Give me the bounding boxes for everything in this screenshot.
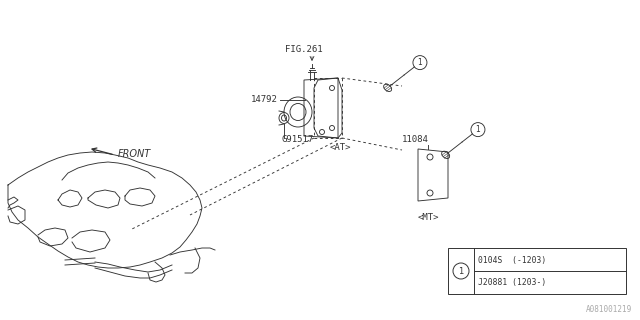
Text: <AT>: <AT> bbox=[330, 143, 351, 153]
Text: 11084: 11084 bbox=[401, 135, 428, 145]
Text: J20881 (1203-): J20881 (1203-) bbox=[478, 278, 547, 287]
Text: G91517: G91517 bbox=[282, 135, 314, 145]
Text: 1: 1 bbox=[476, 125, 480, 134]
Text: <MT>: <MT> bbox=[417, 212, 439, 221]
Text: 1: 1 bbox=[417, 58, 422, 67]
Text: A081001219: A081001219 bbox=[586, 305, 632, 314]
Text: 1: 1 bbox=[458, 267, 463, 276]
Text: 0104S  (-1203): 0104S (-1203) bbox=[478, 256, 547, 265]
Text: FIG.261: FIG.261 bbox=[285, 45, 323, 54]
Bar bbox=[448, 248, 626, 294]
Text: FRONT: FRONT bbox=[118, 149, 151, 159]
Text: 14792: 14792 bbox=[251, 95, 278, 105]
